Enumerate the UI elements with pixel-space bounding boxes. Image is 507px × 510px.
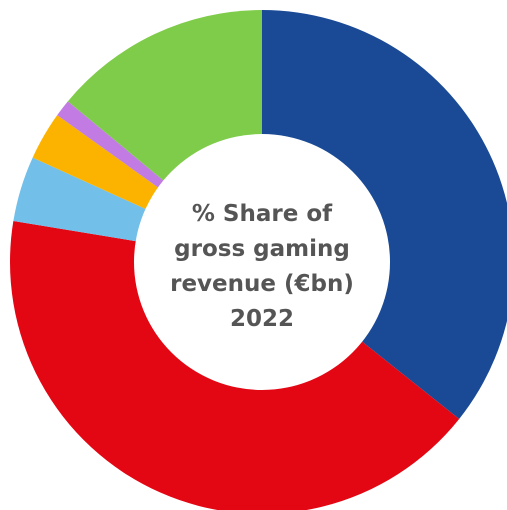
- center-title-line-2: gross gaming: [174, 236, 350, 262]
- pie-slice-1: [262, 10, 507, 419]
- center-title-line-4: 2022: [230, 306, 294, 332]
- center-title-line-3: revenue (€bn): [170, 271, 354, 297]
- center-title-line-1: % Share of: [192, 201, 333, 227]
- donut-hole: [134, 134, 390, 390]
- center-title: % Share of gross gaming revenue (€bn) 20…: [170, 201, 354, 332]
